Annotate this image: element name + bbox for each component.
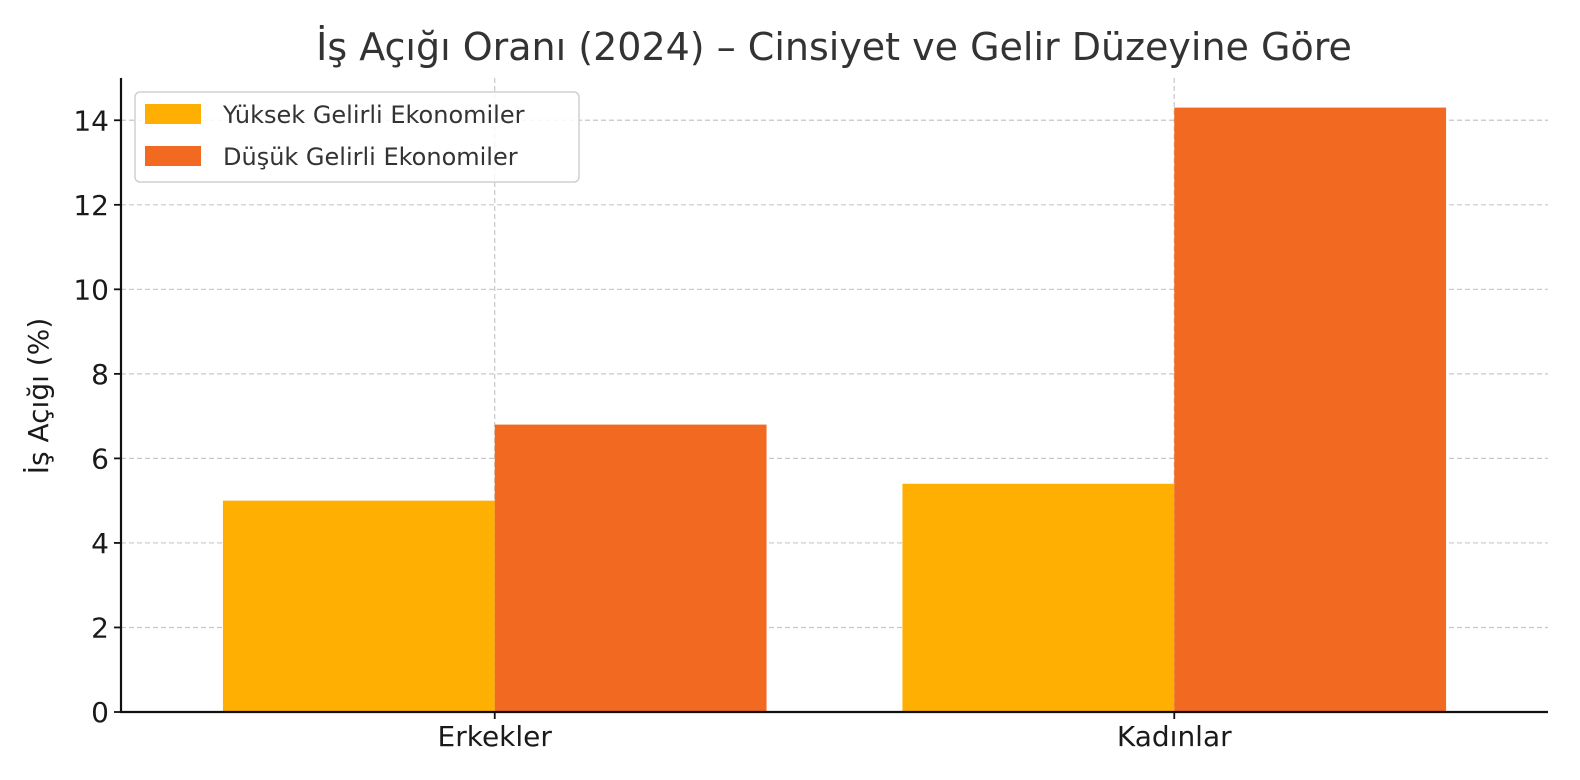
bar-high-income-women [902, 483, 1175, 712]
legend-swatch [145, 104, 201, 124]
x-tick-labels: Erkekler Kadınlar [438, 712, 1232, 753]
x-tick-label: Kadınlar [1117, 720, 1232, 753]
bar-low-income-men [494, 424, 767, 712]
y-tick-label: 12 [73, 189, 109, 222]
y-tick-label: 6 [91, 442, 109, 475]
y-tick-labels: 0 2 4 6 8 10 12 14 [73, 104, 121, 729]
y-tick-label: 4 [91, 527, 109, 560]
y-tick-label: 2 [91, 611, 109, 644]
legend-label: Yüksek Gelirli Ekonomiler [222, 101, 525, 129]
chart-title: İş Açığı Oranı (2024) – Cinsiyet ve Geli… [316, 25, 1352, 69]
legend-box [134, 91, 580, 183]
y-tick-label: 0 [91, 696, 109, 729]
y-tick-label: 14 [73, 104, 109, 137]
y-axis-label: İş Açığı (%) [22, 318, 55, 475]
legend: Yüksek Gelirli Ekonomiler Düşük Gelirli E… [134, 91, 580, 183]
legend-swatch [145, 146, 201, 166]
bars [222, 107, 1447, 712]
legend-label: Düşük Gelirli Ekonomiler [223, 143, 518, 171]
bar-low-income-women [1174, 107, 1447, 712]
x-tick-label: Erkekler [438, 720, 553, 753]
y-tick-label: 10 [73, 273, 109, 306]
y-tick-label: 8 [91, 358, 109, 391]
axes [119, 78, 1548, 714]
bar-high-income-men [222, 500, 495, 712]
